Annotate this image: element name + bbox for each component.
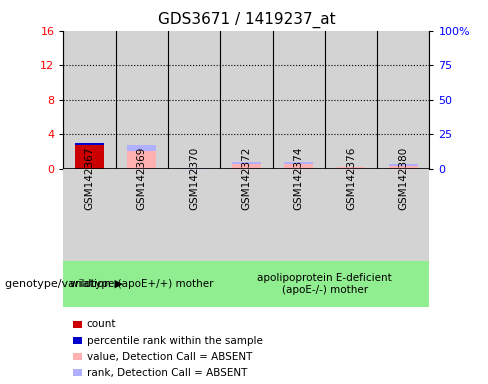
Bar <box>273 31 325 169</box>
Text: percentile rank within the sample: percentile rank within the sample <box>87 336 263 346</box>
Bar <box>337 167 366 169</box>
Bar <box>168 31 220 169</box>
Bar <box>232 164 261 169</box>
Text: value, Detection Call = ABSENT: value, Detection Call = ABSENT <box>87 352 252 362</box>
Bar <box>63 169 116 261</box>
Bar <box>389 166 418 169</box>
Bar <box>285 162 313 164</box>
Text: GSM142372: GSM142372 <box>242 147 251 210</box>
Bar <box>285 164 313 169</box>
Bar <box>273 169 325 261</box>
Text: rank, Detection Call = ABSENT: rank, Detection Call = ABSENT <box>87 368 247 378</box>
Bar <box>220 169 273 261</box>
Bar <box>116 31 168 169</box>
Bar <box>377 169 429 261</box>
Text: GSM142376: GSM142376 <box>346 147 356 210</box>
Bar <box>220 31 273 169</box>
Text: GSM142380: GSM142380 <box>398 147 408 210</box>
Text: GSM142369: GSM142369 <box>137 147 147 210</box>
Text: GSM142370: GSM142370 <box>189 147 199 210</box>
Text: apolipoprotein E-deficient
(apoE-/-) mother: apolipoprotein E-deficient (apoE-/-) mot… <box>258 273 392 295</box>
Text: genotype/variation ▶: genotype/variation ▶ <box>5 279 123 289</box>
Title: GDS3671 / 1419237_at: GDS3671 / 1419237_at <box>158 12 335 28</box>
Bar <box>168 169 220 261</box>
Bar <box>63 261 220 307</box>
Text: GSM142374: GSM142374 <box>294 147 304 210</box>
Bar <box>377 31 429 169</box>
Text: wildtype (apoE+/+) mother: wildtype (apoE+/+) mother <box>70 279 214 289</box>
Bar <box>63 31 116 169</box>
Bar <box>75 143 104 145</box>
Bar <box>232 162 261 164</box>
Bar <box>75 145 104 169</box>
Text: count: count <box>87 319 116 329</box>
Text: GSM142367: GSM142367 <box>84 147 95 210</box>
Bar <box>389 164 418 166</box>
Bar <box>127 145 156 151</box>
Bar <box>220 261 429 307</box>
Bar <box>116 169 168 261</box>
Bar <box>325 169 377 261</box>
Bar <box>127 151 156 169</box>
Bar <box>325 31 377 169</box>
